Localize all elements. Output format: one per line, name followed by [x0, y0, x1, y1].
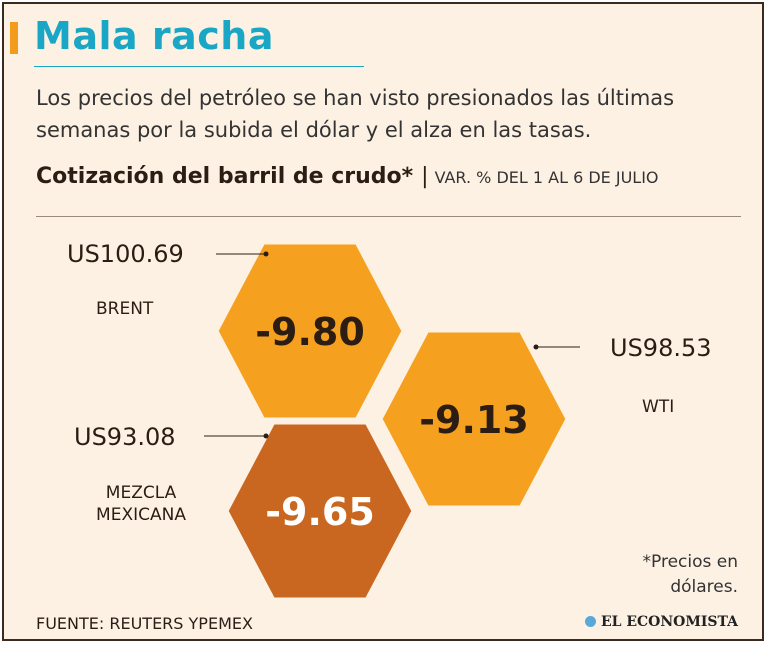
page-subtitle: Los precios del petróleo se han visto pr… — [36, 86, 675, 142]
chart-header-rule — [36, 216, 741, 217]
value-label-brent: -9.80 — [255, 310, 365, 354]
name-brent: BRENT — [96, 299, 154, 319]
page-title: Mala racha — [34, 14, 274, 58]
hexagon-brent — [215, 241, 405, 421]
price-wti: US98.53 — [610, 334, 712, 362]
name-wti: WTI — [642, 397, 675, 417]
connector-dot-wti — [533, 344, 539, 350]
hexagon-wti — [379, 329, 569, 509]
brand-name: EL ECONOMISTA — [600, 614, 738, 630]
name-mezcla: MEZCLA MEXICANA — [96, 483, 186, 525]
value-label-wti: -9.13 — [419, 398, 529, 442]
chart-subtitle: VAR. % DEL 1 AL 6 DE JULIO — [434, 168, 659, 187]
connector-dot-brent — [263, 251, 269, 257]
price-mezcla: US93.08 — [74, 423, 176, 451]
chart-header: Cotización del barril de crudo* | VAR. % D… — [36, 164, 659, 189]
chart-title: Cotización del barril de crudo* — [36, 164, 414, 189]
brand-globe-icon — [584, 616, 596, 627]
title-accent-bar — [10, 22, 18, 54]
price-brent: US100.69 — [67, 240, 184, 268]
hexagon-chart: -9.80 -9.13 -9.65 — [204, 241, 580, 601]
hexagon-mezcla — [225, 421, 415, 601]
connector-dot-mezcla — [263, 433, 269, 439]
chart-header-separator: | — [421, 164, 429, 189]
value-label-mezcla: -9.65 — [265, 490, 375, 534]
source-text: FUENTE: REUTERS YPEMEX — [36, 614, 253, 633]
brand-logo: EL ECONOMISTA — [584, 614, 738, 630]
footnote: *Precios en dólares. — [642, 552, 739, 597]
title-underline — [34, 66, 364, 67]
